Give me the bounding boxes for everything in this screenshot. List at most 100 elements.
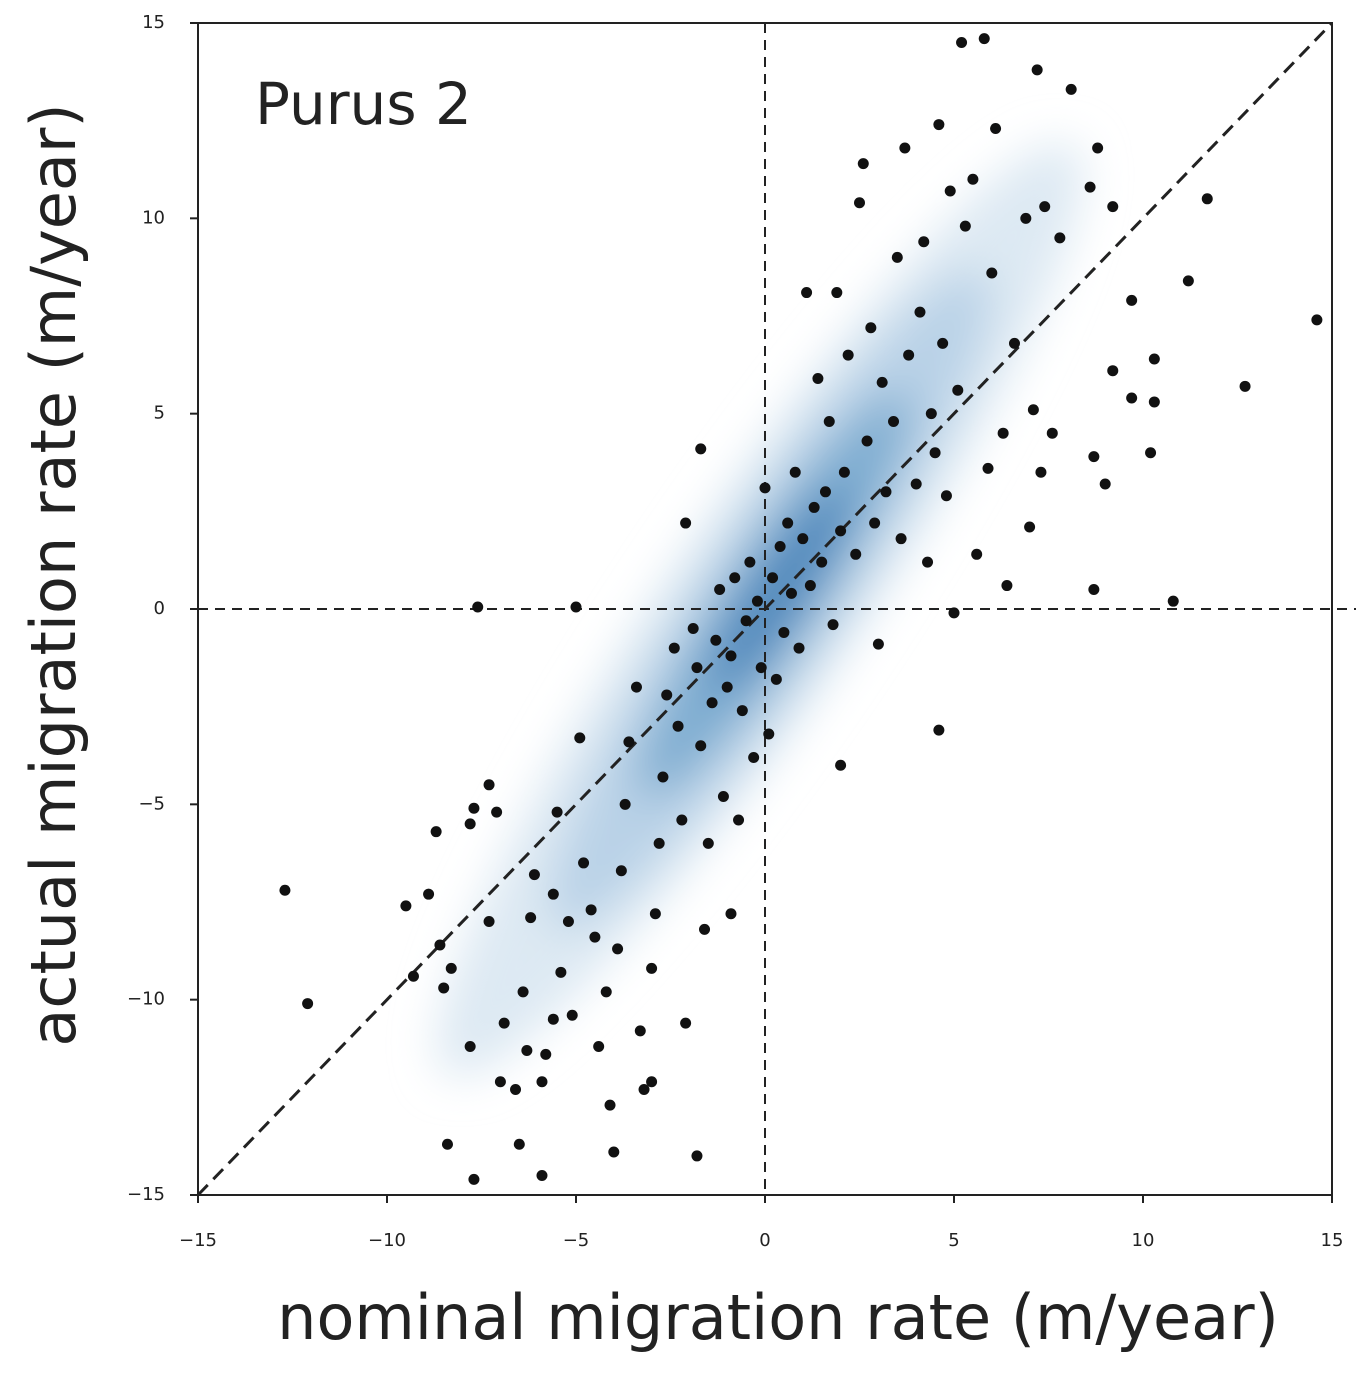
- point: [725, 650, 737, 662]
- point: [948, 607, 960, 619]
- identity-line: [196, 21, 1334, 1197]
- point: [612, 943, 624, 955]
- point: [646, 962, 658, 974]
- point: [1046, 427, 1058, 439]
- point: [895, 533, 907, 545]
- point: [1020, 212, 1032, 224]
- point: [850, 548, 862, 560]
- point: [555, 966, 567, 978]
- point: [593, 1041, 605, 1053]
- point: [1035, 466, 1047, 478]
- point: [940, 490, 952, 502]
- y-tick-label: 5: [154, 403, 165, 424]
- point: [717, 791, 729, 803]
- point: [1126, 392, 1138, 404]
- point: [1031, 64, 1043, 76]
- point: [1126, 294, 1138, 306]
- point: [528, 869, 540, 881]
- x-tick-label: 10: [1132, 1230, 1155, 1251]
- chart-title: Purus 2: [255, 70, 472, 138]
- point: [1054, 232, 1066, 244]
- point: [1024, 521, 1036, 533]
- y-tick-label: −5: [138, 793, 165, 814]
- point: [899, 142, 911, 154]
- point: [797, 533, 809, 545]
- point: [441, 1138, 453, 1150]
- point: [710, 634, 722, 646]
- point: [434, 939, 446, 951]
- point: [661, 689, 673, 701]
- point: [918, 236, 930, 248]
- point: [891, 251, 903, 263]
- point: [566, 1009, 578, 1021]
- point: [944, 185, 956, 197]
- point: [990, 122, 1002, 134]
- point: [880, 486, 892, 498]
- point: [491, 806, 503, 818]
- point: [831, 287, 843, 299]
- point: [600, 986, 612, 998]
- point: [279, 884, 291, 896]
- point: [967, 173, 979, 185]
- x-axis-label: nominal migration rate (m/year): [277, 1281, 1279, 1354]
- y-tick-label: −15: [127, 1184, 165, 1205]
- point: [547, 888, 559, 900]
- point: [695, 740, 707, 752]
- point: [699, 923, 711, 935]
- y-tick-label: 15: [142, 12, 165, 33]
- point: [1311, 314, 1323, 326]
- point: [517, 986, 529, 998]
- point: [691, 1150, 703, 1162]
- point: [971, 548, 983, 560]
- point: [302, 998, 314, 1010]
- point: [540, 1048, 552, 1060]
- point: [914, 306, 926, 318]
- point: [861, 435, 873, 447]
- point: [1182, 275, 1194, 287]
- point: [819, 486, 831, 498]
- point: [1239, 380, 1251, 392]
- point: [706, 697, 718, 709]
- point: [1084, 181, 1096, 193]
- y-tick-label: −10: [127, 989, 165, 1010]
- point: [468, 1173, 480, 1185]
- point: [933, 119, 945, 131]
- x-tick-label: 15: [1321, 1230, 1344, 1251]
- point: [804, 580, 816, 592]
- point: [668, 642, 680, 654]
- point: [725, 908, 737, 920]
- point: [653, 837, 665, 849]
- point: [733, 814, 745, 826]
- point: [483, 779, 495, 791]
- point: [472, 601, 484, 613]
- point: [680, 517, 692, 529]
- point: [789, 466, 801, 478]
- x-tick-label: 0: [759, 1230, 770, 1251]
- point: [464, 818, 476, 830]
- point: [982, 462, 994, 474]
- point: [400, 900, 412, 912]
- point: [767, 572, 779, 584]
- point: [536, 1076, 548, 1088]
- point: [903, 349, 915, 361]
- point: [744, 556, 756, 568]
- point: [585, 904, 597, 916]
- point: [630, 681, 642, 693]
- point: [857, 158, 869, 170]
- point: [869, 517, 881, 529]
- point: [1107, 365, 1119, 377]
- point: [986, 267, 998, 279]
- point: [763, 728, 775, 740]
- point: [888, 415, 900, 427]
- point: [956, 37, 968, 49]
- point: [785, 587, 797, 599]
- point: [854, 197, 865, 209]
- point: [483, 916, 495, 928]
- point: [1148, 353, 1160, 365]
- point: [513, 1138, 525, 1150]
- point: [574, 732, 586, 744]
- point: [464, 1041, 476, 1053]
- point: [407, 970, 419, 982]
- point: [695, 443, 707, 455]
